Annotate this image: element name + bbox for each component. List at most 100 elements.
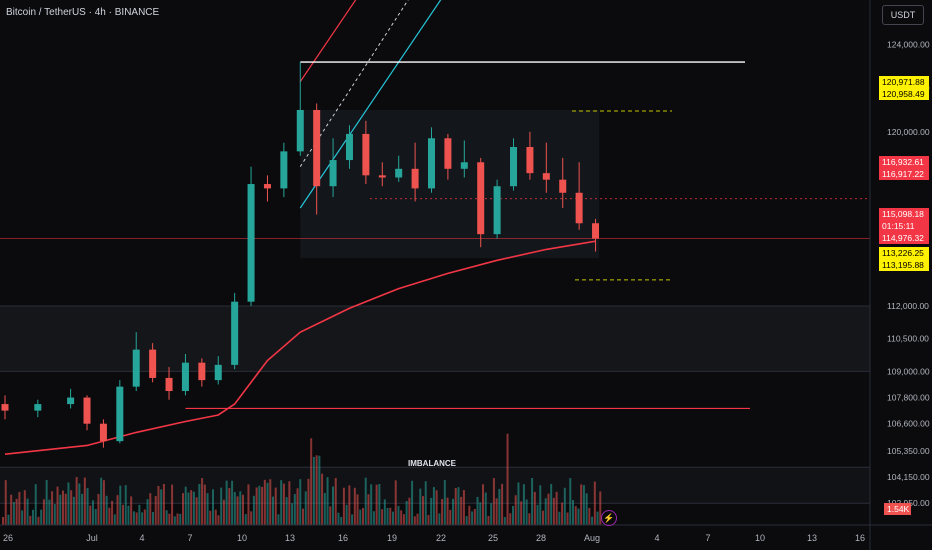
volume-bar <box>53 504 56 525</box>
price-label-box <box>879 76 929 88</box>
volume-bar <box>492 478 495 525</box>
volume-bar <box>593 481 596 525</box>
volume-bar <box>113 514 116 525</box>
volume-bar <box>446 497 449 525</box>
volume-bar <box>332 486 334 525</box>
price-axis-tick: 105,350.00 <box>887 446 930 456</box>
volume-bar <box>566 512 569 525</box>
volume-bar <box>130 496 133 525</box>
volume-bar <box>422 496 424 525</box>
volume-bar <box>405 501 408 525</box>
volume-bar <box>187 492 190 525</box>
volume-bar <box>111 500 114 525</box>
volume-bar <box>307 478 310 525</box>
channel-lower-line <box>299 0 442 209</box>
volume-bar <box>356 494 359 525</box>
volume-bar <box>274 487 277 525</box>
flash-icon[interactable]: ⚡ <box>601 510 617 526</box>
volume-bar <box>321 473 324 525</box>
volume-bar <box>342 487 345 525</box>
volume-bar <box>209 510 212 525</box>
volume-bar <box>552 497 555 525</box>
volume-bar <box>32 509 34 525</box>
volume-bar <box>67 482 70 525</box>
volume-bar <box>337 512 340 525</box>
candle-body <box>132 349 140 387</box>
volume-bar <box>171 484 174 525</box>
volume-bar <box>70 490 73 525</box>
volume-bar <box>550 483 553 525</box>
volume-bar <box>490 503 493 525</box>
time-axis-tick: 4 <box>139 533 144 543</box>
volume-bar <box>195 497 198 525</box>
volume-bar <box>168 513 171 525</box>
volume-bar <box>441 498 444 525</box>
volume-bar <box>484 492 487 525</box>
price-axis-tick: 106,600.00 <box>887 419 930 429</box>
price-label-box <box>879 88 929 100</box>
volume-bar <box>364 477 367 525</box>
volume-bar <box>184 486 187 525</box>
volume-bar <box>182 493 184 525</box>
volume-bar <box>561 502 564 525</box>
time-axis-tick: 16 <box>338 533 348 543</box>
volume-bar <box>34 484 37 525</box>
candle-body <box>1 404 9 411</box>
volume-bar <box>64 493 67 525</box>
volume-bar <box>288 481 291 525</box>
volume-bar <box>157 485 160 525</box>
candle-body <box>263 184 271 189</box>
price-label-text: 116,917.22 <box>882 169 924 179</box>
volume-bar <box>503 516 506 525</box>
volume-bar <box>389 507 392 525</box>
currency-button[interactable]: USDT <box>882 5 924 25</box>
time-axis-tick: 7 <box>705 533 710 543</box>
candle-body <box>329 160 337 187</box>
volume-bar <box>138 504 141 525</box>
time-axis-tick: 25 <box>488 533 498 543</box>
candle-body <box>313 109 321 187</box>
volume-bar <box>394 480 397 525</box>
candle-body <box>165 377 173 392</box>
volume-bar <box>501 483 504 525</box>
volume-bar <box>21 510 24 525</box>
volume-bar <box>457 487 460 525</box>
volume-bar <box>353 487 356 525</box>
candle-body <box>214 364 222 381</box>
volume-bar <box>102 480 105 525</box>
volume-bar <box>585 493 588 525</box>
volume-bar <box>599 491 602 525</box>
volume-bar <box>419 488 422 525</box>
volume-bar <box>18 491 21 525</box>
volume-bar <box>517 482 520 525</box>
volume-bar <box>362 507 364 525</box>
volume-bar <box>348 485 351 525</box>
time-axis-tick: 7 <box>187 533 192 543</box>
volume-bar <box>400 510 403 525</box>
volume-bar <box>334 478 337 525</box>
price-axis-tick: 110,500.00 <box>887 334 929 344</box>
volume-bar <box>247 484 250 525</box>
volume-bar <box>258 485 261 525</box>
volume-bar <box>397 505 400 525</box>
volume-bar <box>351 514 354 525</box>
volume-bar <box>239 491 242 525</box>
candle-body <box>149 349 157 378</box>
candle-body <box>411 168 419 189</box>
price-label-text: 113,226.25 <box>882 248 924 258</box>
volume-bar <box>378 484 381 525</box>
candle-body <box>428 138 435 189</box>
volume-bar <box>201 478 204 525</box>
volume-bar <box>222 499 225 525</box>
volume-bar <box>293 494 296 525</box>
candle-body <box>444 138 452 169</box>
price-label-text: 120,971.88 <box>882 77 925 87</box>
volume-bar <box>149 493 152 525</box>
volume-bar <box>10 494 13 525</box>
volume-bar <box>392 511 394 525</box>
volume-bar <box>296 488 299 525</box>
candle-body <box>83 397 91 424</box>
volume-bar <box>542 510 544 525</box>
volume-bar <box>277 514 280 525</box>
